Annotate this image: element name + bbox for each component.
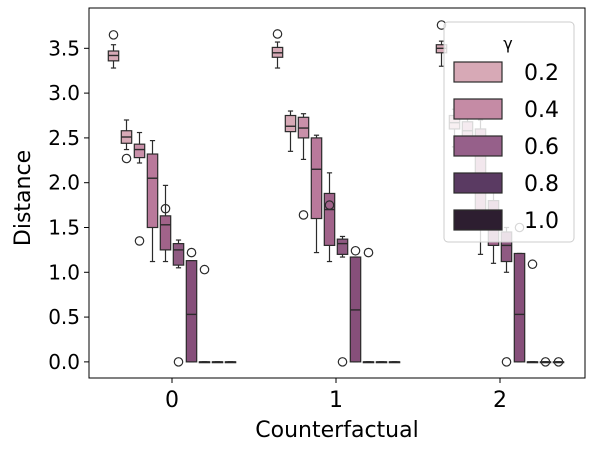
x-axis: 0 1 2	[165, 378, 507, 413]
legend-swatch	[453, 61, 503, 83]
box	[513, 252, 526, 363]
series-6	[185, 222, 526, 363]
series-5	[172, 226, 513, 367]
outlier-point	[121, 153, 132, 164]
outlier-point	[186, 247, 197, 258]
outlier-point	[501, 357, 512, 367]
legend-label: 0.6	[524, 135, 559, 160]
outlier-point	[199, 264, 210, 275]
outlier-point	[108, 30, 119, 40]
series-2	[133, 113, 474, 246]
outlier-point	[160, 203, 171, 214]
y-tick-label: 0.5	[48, 305, 80, 329]
box	[146, 153, 159, 229]
series-8	[211, 357, 552, 367]
legend-swatch	[453, 135, 503, 157]
y-tick-label: 1.0	[48, 260, 80, 284]
legend-label: 0.8	[524, 172, 559, 197]
box	[159, 215, 172, 251]
box	[323, 192, 336, 247]
plot-frame	[88, 7, 586, 379]
legend: γ 0.2 0.4 0.6 0.8 1.0	[443, 21, 575, 243]
box	[172, 243, 185, 266]
outlier-point	[337, 357, 348, 367]
outlier-point	[540, 357, 551, 367]
series-3	[146, 119, 487, 263]
y-tick-label: 3.5	[48, 36, 80, 60]
x-axis-label: Counterfactual	[255, 418, 418, 443]
y-tick-label: 0.0	[48, 350, 80, 374]
series-1	[120, 108, 461, 164]
series-7	[198, 247, 539, 364]
series-9	[224, 357, 565, 367]
outlier-point	[298, 210, 309, 220]
series-0	[107, 20, 448, 69]
outlier-point	[527, 259, 538, 270]
outlier-point	[134, 236, 145, 246]
box	[133, 143, 146, 159]
y-tick-label: 2.0	[48, 171, 80, 195]
legend-swatch	[453, 209, 503, 231]
x-tick-label: 1	[329, 388, 343, 413]
outlier-point	[553, 357, 564, 367]
outlier-point	[173, 357, 184, 367]
legend-label: 0.2	[524, 61, 559, 86]
legend-label: 1.0	[524, 209, 559, 234]
outlier-point	[272, 29, 283, 39]
box	[284, 114, 297, 133]
legend-swatch	[453, 98, 503, 120]
box	[185, 260, 198, 363]
y-tick-label: 2.5	[48, 126, 80, 150]
y-tick-label: 3.0	[48, 81, 80, 105]
box	[310, 137, 323, 220]
outlier-point	[350, 245, 361, 256]
legend-swatch	[453, 172, 503, 194]
y-axis-label: Distance	[11, 150, 36, 246]
legend-label: 0.4	[524, 98, 559, 123]
x-tick-label: 0	[165, 388, 179, 413]
y-tick-label: 1.5	[48, 215, 80, 239]
x-tick-label: 2	[493, 388, 507, 413]
box	[336, 238, 349, 255]
outlier-point	[363, 247, 374, 258]
y-axis: 0.0 0.5 1.0 1.5 2.0 2.5 3.0 3.5	[48, 36, 89, 374]
legend-title: γ	[503, 34, 512, 53]
outlier-point	[324, 200, 335, 210]
